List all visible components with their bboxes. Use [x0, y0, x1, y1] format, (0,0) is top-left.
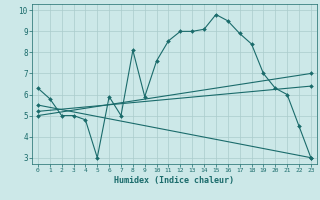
X-axis label: Humidex (Indice chaleur): Humidex (Indice chaleur) [115, 176, 234, 185]
